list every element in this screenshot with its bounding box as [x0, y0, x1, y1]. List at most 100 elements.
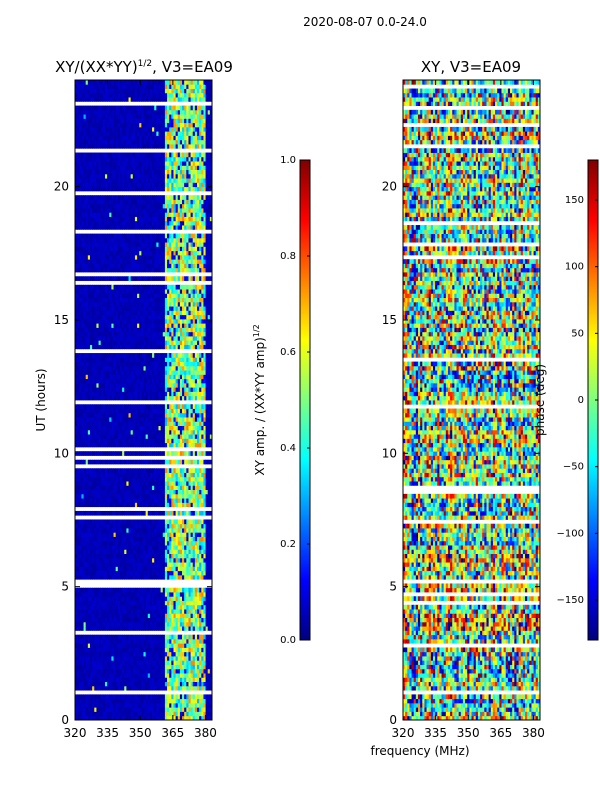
heatmap-cell [179, 681, 183, 687]
heatmap-cell [184, 562, 187, 567]
heatmap-cell [102, 634, 106, 640]
heatmap-cell [207, 621, 211, 627]
heatmap-cell [100, 685, 104, 691]
heatmap-cell [203, 626, 206, 631]
heatmap-cell [188, 570, 191, 576]
heatmap-cell [173, 626, 177, 631]
heatmap-cell [175, 685, 179, 691]
heatmap-cell [134, 626, 138, 631]
heatmap-cell [179, 702, 183, 708]
heatmap-cell [81, 673, 84, 678]
heatmap-cell [124, 553, 127, 559]
heatmap-cell [145, 604, 149, 610]
heatmap-cell [194, 664, 198, 670]
heatmap-cell [81, 621, 84, 627]
heatmap-cell [179, 673, 183, 678]
heatmap-cell [122, 681, 125, 687]
heatmap-cell [126, 647, 129, 653]
heatmap-cell [141, 596, 144, 601]
heatmap-cell [89, 626, 93, 631]
heatmap-cell [171, 634, 174, 640]
heatmap-cell [141, 707, 144, 712]
heatmap-cell [115, 656, 119, 661]
heatmap-cell [188, 711, 191, 717]
heatmap-cell [81, 702, 84, 708]
heatmap-cell [122, 617, 125, 623]
heatmap-cell [205, 647, 209, 653]
heatmap-cell [175, 698, 179, 704]
heatmap-cell [160, 681, 164, 687]
heatmap-cell [85, 587, 89, 593]
heatmap-cell [102, 604, 106, 610]
heatmap-cell [152, 668, 155, 674]
heatmap-cell [124, 656, 127, 661]
heatmap-cell [160, 643, 164, 648]
heatmap-cell [209, 634, 212, 640]
heatmap-cell [167, 587, 170, 593]
heatmap-cell [154, 557, 157, 563]
heatmap-cell [203, 664, 206, 670]
heatmap-cell [94, 694, 97, 700]
heatmap-cell [75, 562, 78, 567]
heatmap-cell [107, 673, 110, 678]
heatmap-cell [143, 621, 147, 627]
heatmap-cell [184, 681, 187, 687]
heatmap-cell [192, 677, 196, 682]
heatmap-cell [143, 592, 147, 597]
heatmap-cell [179, 587, 183, 593]
heatmap-cell [100, 570, 104, 576]
heatmap-cell [173, 677, 177, 682]
heatmap-cell [94, 557, 97, 563]
heatmap-cell [128, 613, 132, 618]
heatmap-cell [89, 596, 93, 601]
heatmap-cell [124, 638, 127, 644]
heatmap-cell [207, 545, 211, 550]
heatmap-cell [162, 668, 166, 674]
heatmap-cell [109, 621, 112, 627]
heatmap-cell [149, 694, 153, 700]
heatmap-cell [100, 613, 104, 618]
heatmap-cell [83, 549, 87, 554]
heatmap-cell [111, 587, 114, 593]
heatmap-cell [134, 673, 138, 678]
heatmap-cell [173, 681, 177, 687]
heatmap-cell [113, 553, 117, 559]
heatmap-cell [139, 668, 142, 674]
heatmap-cell [117, 626, 121, 631]
heatmap-cell [83, 557, 87, 563]
heatmap-cell [190, 643, 194, 648]
heatmap-cell [113, 698, 117, 704]
heatmap-cell [126, 694, 129, 700]
heatmap-cell [167, 673, 170, 678]
heatmap-cell [79, 656, 82, 661]
heatmap-cell [98, 694, 102, 700]
heatmap-cell [79, 643, 82, 648]
heatmap-cell [152, 609, 155, 614]
heatmap-cell [162, 643, 166, 648]
heatmap-cell [77, 609, 80, 614]
heatmap-cell [171, 562, 174, 567]
heatmap-cell [177, 702, 181, 708]
heatmap-cell [132, 643, 136, 648]
heatmap-cell [171, 570, 174, 576]
heatmap-cell [132, 651, 136, 657]
heatmap-cell [98, 711, 102, 717]
heatmap-cell [147, 643, 151, 648]
heatmap-cell [167, 668, 170, 674]
heatmap-cell [207, 711, 211, 717]
heatmap-cell [117, 638, 121, 644]
heatmap-cell [117, 557, 121, 563]
heatmap-cell [132, 613, 136, 618]
heatmap-cell [194, 656, 198, 661]
heatmap-cell [111, 592, 114, 597]
heatmap-cell [209, 562, 212, 567]
heatmap-cell [209, 545, 212, 550]
heatmap-cell [130, 660, 134, 665]
heatmap-cell [145, 643, 149, 648]
heatmap-cell [149, 698, 153, 704]
heatmap-cell [177, 715, 181, 720]
heatmap-cell [149, 643, 153, 648]
heatmap-cell [175, 664, 179, 670]
heatmap-cell [173, 600, 177, 606]
heatmap-cell [81, 592, 84, 597]
